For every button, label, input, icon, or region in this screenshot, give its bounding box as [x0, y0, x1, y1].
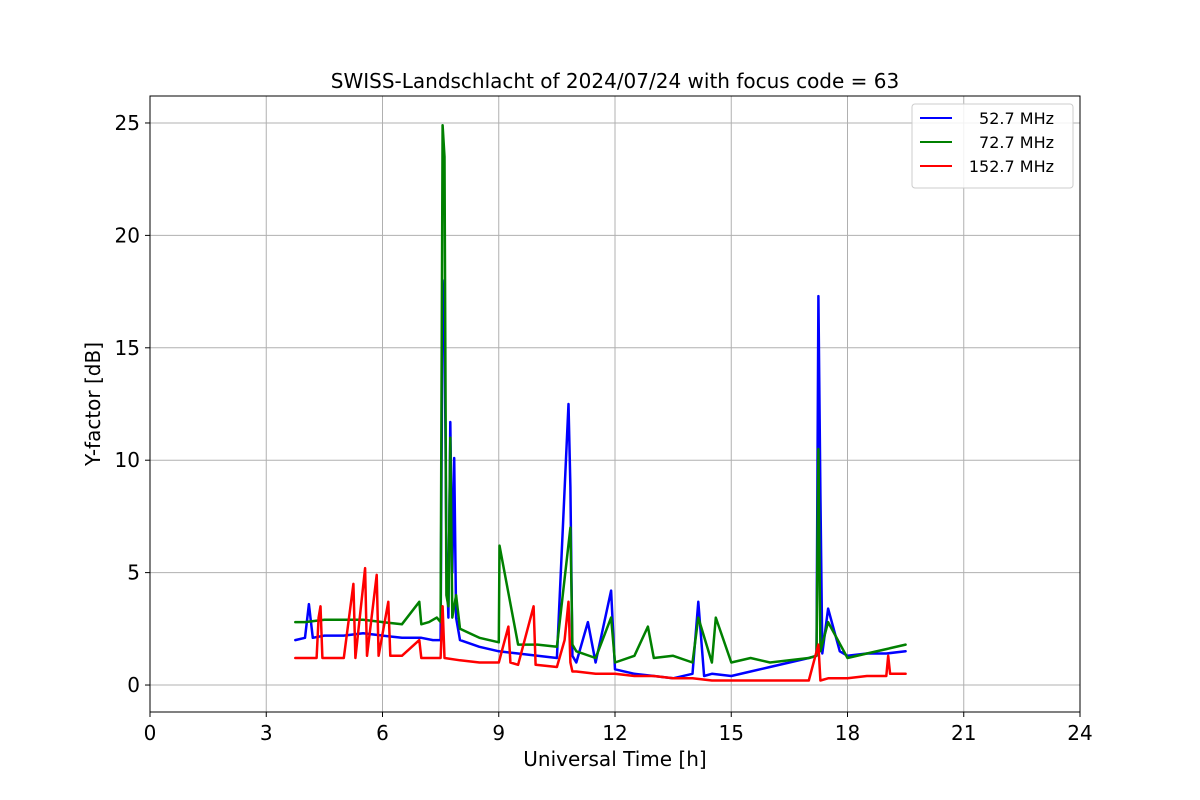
y-tick-label: 0 [127, 673, 140, 697]
legend-entry-2: 152.7 MHz [969, 157, 1054, 176]
series-layer [294, 123, 907, 682]
y-axis-label: Y-factor [dB] [81, 342, 105, 467]
x-tick-label: 12 [602, 721, 627, 745]
y-tick-label: 15 [115, 336, 140, 360]
y-tick-label: 20 [115, 223, 140, 247]
x-tick-label: 0 [144, 721, 157, 745]
legend-box [911, 103, 1074, 189]
x-tick-label: 24 [1067, 721, 1092, 745]
x-tick-label: 21 [951, 721, 976, 745]
grid [149, 96, 1081, 712]
x-tick-label: 15 [719, 721, 744, 745]
series-line-0 [294, 279, 907, 680]
legend: 52.7 MHz 72.7 MHz 152.7 MHz [911, 103, 1074, 189]
x-tick-label: 6 [376, 721, 389, 745]
y-axis: 0 5 10 15 20 25 [115, 111, 150, 697]
x-axis-label: Universal Time [h] [523, 747, 706, 771]
y-tick-label: 25 [115, 111, 140, 135]
series-line-2 [294, 566, 907, 682]
legend-entry-1: 72.7 MHz [979, 133, 1054, 152]
chart-title: SWISS-Landschlacht of 2024/07/24 with fo… [331, 69, 899, 93]
x-axis: 0 3 6 9 12 15 18 21 24 [144, 712, 1093, 745]
x-tick-label: 3 [260, 721, 273, 745]
x-tick-label: 18 [835, 721, 860, 745]
legend-entry-0: 52.7 MHz [979, 109, 1054, 128]
y-tick-label: 5 [127, 561, 140, 585]
x-tick-label: 9 [492, 721, 505, 745]
series-line-1 [294, 123, 907, 664]
y-tick-label: 10 [115, 448, 140, 472]
